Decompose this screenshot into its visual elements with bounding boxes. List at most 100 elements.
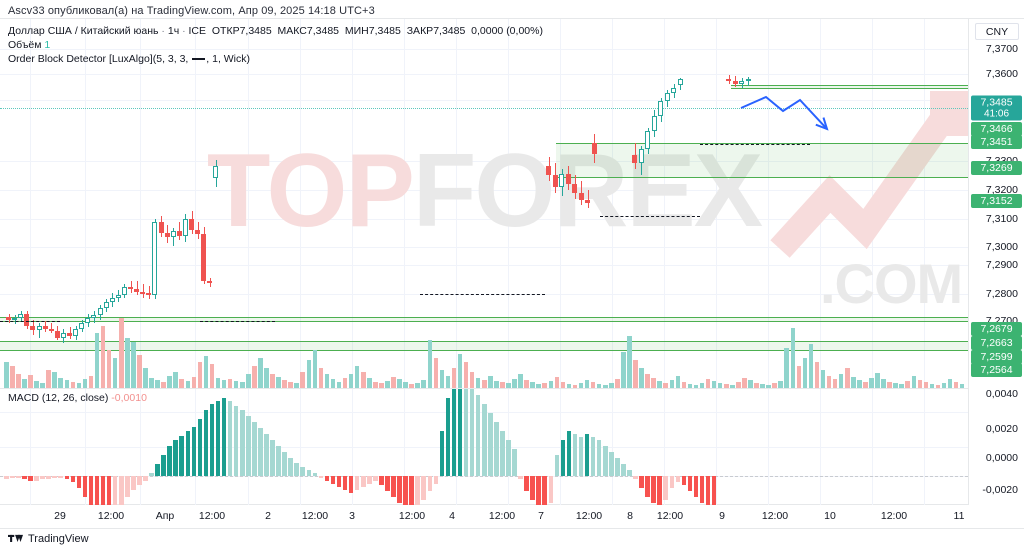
macd-histogram-bar [506,440,511,476]
order-block-zone[interactable] [0,317,968,322]
main-price-pane[interactable]: TOPFOREX .COM Доллар США / Китайский юан… [0,19,968,388]
price-axis-highlight[interactable]: 7,3152 [971,194,1022,208]
highlight-price: 7,2599 [980,351,1013,363]
macd-histogram-bar [215,401,221,476]
candle-body [176,231,182,236]
volume-bar [542,383,548,388]
volume-bar [28,375,33,388]
legend-volume-label[interactable]: Объём [8,39,42,51]
macd-histogram-bar [409,476,414,506]
volume-bar [391,377,396,388]
order-block-zone[interactable] [556,142,968,178]
legend-indicator-row: Order Block Detector [LuxAlgo](5, 3, 3, … [8,52,543,66]
volume-bar [40,383,45,388]
candle-body [36,326,42,331]
price-axis-highlight[interactable]: 7,2599 [971,350,1022,364]
volume-bar [70,382,76,388]
price-axis-highlight[interactable]: 7,2564 [971,363,1022,377]
price-axis-highlight[interactable]: 7,3269 [971,161,1022,175]
volume-bar [197,362,203,388]
publisher-line: Ascv33 опубликовал(а) на TradingView.com… [8,5,375,17]
volume-bar [427,340,433,388]
candle-body [60,333,66,338]
candle-wick [748,77,749,86]
candle-body [79,322,85,329]
volume-bar [276,377,281,388]
price-axis-highlight[interactable]: 7,3485 41:06 [971,95,1022,121]
price-axis-highlight[interactable]: 7,2679 [971,322,1022,336]
volume-bar [288,382,293,388]
macd-histogram-bar [451,389,457,476]
volume-bar [760,384,765,388]
legend-indicator-name[interactable]: Order Block Detector [LuxAlgo] [8,53,153,65]
macd-histogram-bar [360,476,366,487]
volume-bar [403,382,408,388]
volume-bar [179,379,185,388]
price-axis-highlight[interactable]: 7,3451 [971,135,1022,149]
macd-axis-tick: 0,0020 [985,423,1018,435]
gridline-vertical [508,19,509,388]
macd-pane[interactable]: MACD (12, 26, close) -0,0010 [0,389,968,506]
macd-histogram-bar [246,416,251,476]
volume-bar [439,370,445,388]
macd-histogram-bar [155,464,160,476]
volume-bar [360,372,366,388]
volume-bar [106,350,112,388]
volume-bar [820,370,826,388]
volume-bar [875,373,880,388]
macd-histogram-bar [82,476,88,497]
gridline-vertical [300,19,301,388]
macd-histogram-bar [58,476,64,478]
macd-zero-line [0,476,968,477]
volume-bar [639,368,644,388]
gridline-vertical [560,19,561,388]
candle-wick [130,281,132,294]
volume-bar [518,374,523,388]
candle-wick [587,189,589,208]
macd-histogram-bar [185,431,191,476]
macd-histogram-bar [488,413,493,476]
order-block-zone[interactable] [731,84,968,90]
volume-bar [481,380,487,388]
volume-bar [46,370,51,388]
volume-bar [802,358,808,388]
volume-bar [869,378,874,388]
time-axis-tick: 12:00 [198,510,226,522]
pane-separator[interactable] [0,388,1024,389]
order-block-zone[interactable] [0,340,968,352]
volume-bar [385,381,390,388]
volume-bar [911,376,917,388]
volume-bar [185,381,191,388]
price-axis-highlight[interactable]: 7,2663 [971,336,1022,350]
price-axis-highlight[interactable]: 7,3466 [971,122,1022,136]
gridline-vertical [872,19,873,388]
candle-body [651,116,657,131]
volume-bar [34,381,39,388]
macd-histogram-bar [203,410,209,476]
candle-body [54,331,60,338]
gridline-vertical [30,19,31,388]
legend-interval[interactable]: 1ч [167,25,180,37]
candle-body [585,200,590,204]
macd-legend-name[interactable]: MACD (12, 26, close) [8,392,109,404]
macd-histogram-bar [22,476,27,479]
volume-bar [863,382,868,388]
candle-body [140,291,146,294]
volume-bar [681,382,687,388]
volume-bar [578,383,584,388]
price-axis[interactable]: CNY 7,37007,36007,35007,33007,32007,3100… [968,19,1024,506]
highlight-price: 7,3466 [980,123,1013,135]
candle-body [134,288,140,292]
macd-histogram-bar [288,458,293,476]
volume-bar [675,376,681,388]
legend-symbol-title[interactable]: Доллар США / Китайский юань [8,25,159,37]
macd-legend: MACD (12, 26, close) -0,0010 [8,392,147,404]
volume-bar [572,385,578,388]
tradingview-branding[interactable]: TradingView [8,533,89,545]
macd-histogram-bar [475,395,481,476]
macd-histogram-bar [312,473,318,476]
time-axis[interactable]: 29 12:00 Апр 12:00 2 12:00 3 12:00 4 12:00 7 12:00 8… [0,505,1024,529]
macd-histogram-bar [4,476,9,479]
volume-bar [155,380,160,388]
candle-body [591,142,597,155]
